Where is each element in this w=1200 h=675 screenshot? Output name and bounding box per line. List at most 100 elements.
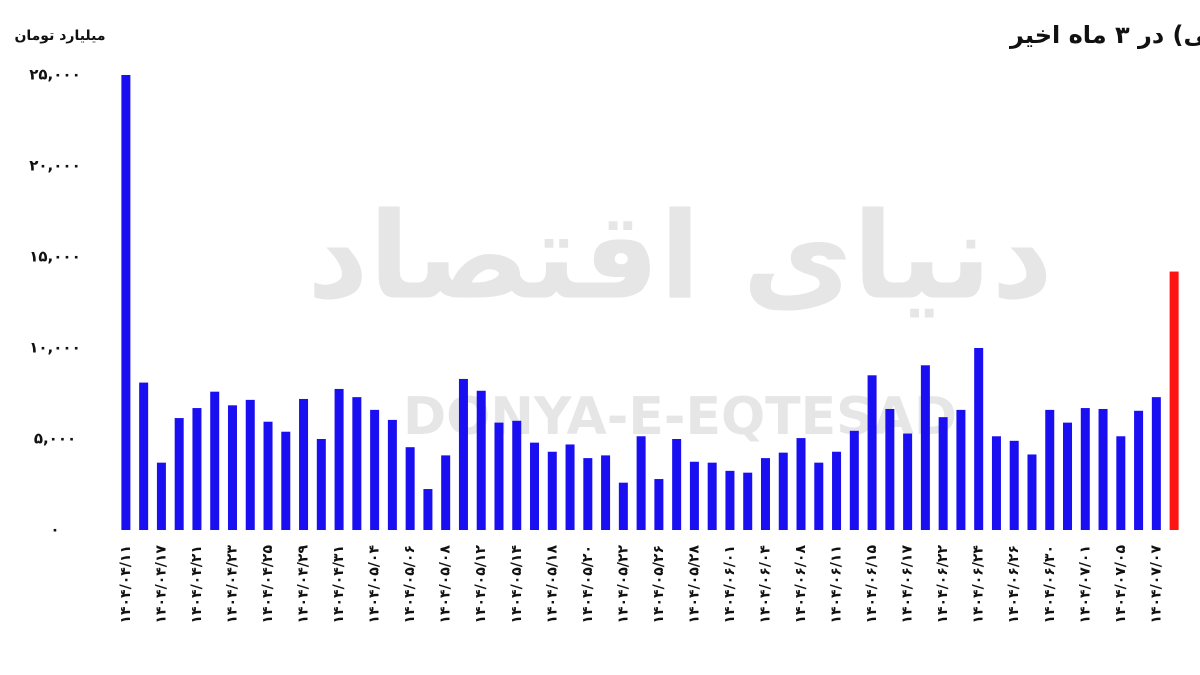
bar bbox=[192, 408, 202, 530]
bar bbox=[707, 462, 717, 530]
x-tick-label: ۱۴۰۴/۰۴/۱۷ bbox=[153, 545, 169, 624]
x-tick-label: ۱۴۰۴/۰۴/۲۱ bbox=[189, 545, 205, 624]
x-tick-label: ۱۴۰۴/۰۴/۲۹ bbox=[296, 545, 312, 624]
x-tick-label: ۱۴۰۴/۰۵/۲۲ bbox=[615, 545, 631, 624]
x-tick-label: ۱۴۰۴/۰۵/۲۰ bbox=[580, 545, 596, 624]
bar bbox=[1169, 271, 1179, 530]
bar bbox=[387, 419, 397, 530]
bar bbox=[121, 75, 131, 530]
x-tick-label: ۱۴۰۴/۰۶/۰۱ bbox=[722, 545, 738, 624]
bar bbox=[352, 397, 362, 530]
bar bbox=[796, 438, 806, 530]
x-tick-label: ۱۴۰۴/۰۶/۱۵ bbox=[864, 545, 880, 624]
bar bbox=[991, 436, 1001, 530]
x-tick-label: ۱۴۰۴/۰۵/۱۸ bbox=[544, 545, 560, 624]
x-tick-label: ۱۴۰۴/۰۵/۰۶ bbox=[402, 545, 418, 624]
x-tick-label: ۱۴۰۴/۰۶/۱۱ bbox=[829, 545, 845, 624]
x-tick-label: ۱۴۰۴/۰۶/۲۲ bbox=[935, 545, 951, 624]
bar bbox=[370, 409, 380, 530]
bar bbox=[920, 365, 930, 530]
bar bbox=[974, 348, 984, 530]
x-tick-label: ۱۴۰۴/۰۴/۱۱ bbox=[118, 545, 134, 624]
bar bbox=[263, 421, 273, 530]
bar bbox=[227, 405, 237, 530]
x-tick-label: ۱۴۰۴/۰۶/۰۸ bbox=[793, 545, 809, 624]
bar bbox=[441, 455, 451, 530]
bar bbox=[1151, 397, 1161, 530]
bar bbox=[423, 489, 433, 530]
bar bbox=[1098, 408, 1108, 530]
bar bbox=[156, 462, 166, 530]
x-tick-label: ۱۴۰۴/۰۶/۱۷ bbox=[900, 545, 916, 624]
x-tick-label: ۱۴۰۴/۰۷/۰۱ bbox=[1077, 545, 1093, 624]
x-tick-label: ۱۴۰۴/۰۶/۳۰ bbox=[1042, 545, 1058, 624]
bar bbox=[618, 482, 628, 530]
bar bbox=[1063, 422, 1073, 530]
bar bbox=[583, 458, 593, 530]
bar bbox=[1116, 436, 1126, 530]
bar bbox=[1027, 454, 1037, 530]
bar bbox=[476, 390, 486, 530]
bar bbox=[601, 455, 611, 530]
bar bbox=[689, 461, 699, 530]
bar bbox=[814, 462, 824, 530]
bar bbox=[938, 417, 948, 530]
bar bbox=[636, 436, 646, 530]
bar bbox=[405, 447, 415, 530]
x-tick-label: ۱۴۰۴/۰۴/۲۵ bbox=[260, 545, 276, 624]
bar bbox=[1080, 408, 1090, 530]
bar bbox=[494, 422, 504, 530]
chart-title: روند ارزش معاملات بازار (سهام، حق‌تقدم و… bbox=[1009, 21, 1200, 49]
bar bbox=[903, 433, 913, 530]
x-tick-label: ۱۴۰۴/۰۵/۲۶ bbox=[651, 545, 667, 624]
y-tick-label: ۰ bbox=[50, 521, 59, 539]
watermark: دنیای اقتصاد bbox=[307, 188, 1053, 327]
x-tick-label: ۱۴۰۴/۰۶/۲۴ bbox=[971, 545, 987, 624]
bar bbox=[956, 409, 966, 530]
bar bbox=[458, 378, 468, 530]
bar bbox=[1009, 440, 1019, 530]
bar bbox=[778, 452, 788, 530]
bar bbox=[316, 439, 326, 530]
bar bbox=[174, 418, 184, 530]
x-tick-label: ۱۴۰۴/۰۶/۰۴ bbox=[757, 545, 773, 624]
y-tick-label: ۱۵,۰۰۰ bbox=[29, 248, 80, 266]
bar bbox=[654, 479, 664, 530]
bar bbox=[530, 442, 540, 530]
bar bbox=[832, 451, 842, 530]
bar bbox=[672, 439, 682, 530]
bar bbox=[849, 430, 859, 530]
y-axis-label: میلیارد تومان bbox=[14, 28, 105, 44]
x-tick-label: ۱۴۰۴/۰۵/۰۴ bbox=[367, 545, 383, 624]
bar bbox=[1134, 410, 1144, 530]
bar bbox=[210, 391, 220, 530]
x-tick-label: ۱۴۰۴/۰۶/۲۶ bbox=[1006, 545, 1022, 624]
bar bbox=[299, 398, 309, 530]
bar bbox=[512, 420, 522, 530]
y-tick-label: ۲۰,۰۰۰ bbox=[29, 157, 80, 175]
x-tick-label: ۱۴۰۴/۰۷/۰۵ bbox=[1113, 545, 1129, 624]
bar bbox=[245, 399, 255, 530]
x-tick-label: ۱۴۰۴/۰۵/۰۸ bbox=[438, 545, 454, 624]
bar bbox=[725, 470, 735, 530]
x-tick-label: ۱۴۰۴/۰۴/۳۱ bbox=[331, 545, 347, 624]
bar bbox=[334, 388, 344, 530]
bar bbox=[1045, 409, 1055, 530]
bar bbox=[281, 431, 291, 530]
bar bbox=[867, 375, 877, 530]
bar bbox=[565, 444, 575, 530]
x-tick-label: ۱۴۰۴/۰۷/۰۷ bbox=[1148, 545, 1164, 624]
y-tick-label: ۵,۰۰۰ bbox=[34, 430, 76, 448]
x-tick-label: ۱۴۰۴/۰۵/۱۲ bbox=[473, 545, 489, 624]
y-tick-label: ۲۵,۰۰۰ bbox=[29, 66, 80, 84]
x-tick-label: ۱۴۰۴/۰۵/۱۴ bbox=[509, 545, 525, 624]
x-tick-label: ۱۴۰۴/۰۴/۲۳ bbox=[224, 545, 240, 624]
bar bbox=[885, 408, 895, 530]
bar bbox=[743, 472, 753, 530]
bar bbox=[139, 382, 149, 530]
bar bbox=[547, 451, 557, 530]
x-tick-label: ۱۴۰۴/۰۵/۲۸ bbox=[686, 545, 702, 624]
bar bbox=[760, 458, 770, 530]
y-tick-label: ۱۰,۰۰۰ bbox=[29, 339, 80, 357]
